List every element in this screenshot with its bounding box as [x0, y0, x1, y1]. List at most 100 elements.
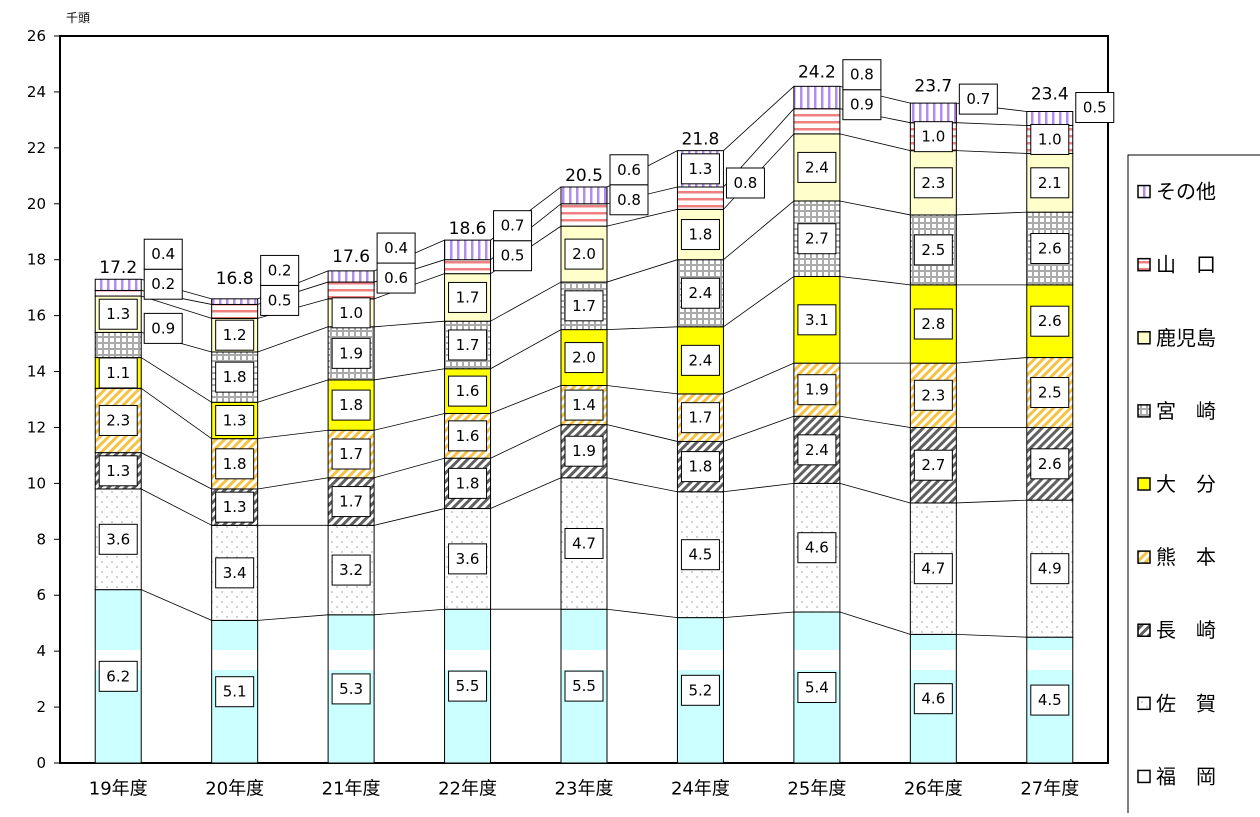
data-label: 0.5 [1083, 98, 1107, 116]
data-label: 3.6 [106, 530, 130, 548]
data-label: 2.6 [1038, 455, 1062, 473]
data-label: 1.0 [339, 304, 363, 322]
data-label-box [493, 210, 533, 242]
data-label: 1.8 [339, 396, 363, 414]
legend-label: 佐 賀 [1156, 691, 1216, 715]
series-connector-line [490, 424, 562, 459]
series-connector-line [606, 608, 678, 618]
series-connector-line [723, 482, 794, 493]
data-label-box [913, 449, 953, 481]
data-label: 1.3 [106, 305, 130, 323]
data-label-box [913, 167, 953, 199]
data-label-box [215, 491, 255, 523]
bar-segment [211, 303, 259, 319]
data-label-box [215, 557, 255, 589]
x-category-label: 21年度 [322, 779, 381, 800]
bar-segment [327, 270, 375, 283]
y-tick-label: 12 [27, 418, 46, 436]
series-connector-line [723, 200, 795, 260]
series-connector-line [839, 415, 911, 428]
data-label-box [331, 389, 371, 421]
data-label-box [331, 337, 371, 369]
data-label: 0.5 [501, 247, 525, 265]
series-connector-line [956, 499, 1027, 504]
bar-segment [211, 298, 259, 305]
series-connector-line [839, 482, 911, 504]
bar-segment [560, 186, 608, 205]
data-label: 5.2 [689, 681, 713, 699]
data-label: 1.7 [572, 297, 596, 315]
data-label-box [331, 554, 371, 586]
data-label-box [331, 438, 371, 470]
data-label: 5.4 [805, 679, 829, 697]
data-label: 1.8 [689, 458, 713, 476]
data-label: 6.2 [106, 667, 130, 685]
data-label: 3.6 [456, 550, 480, 568]
data-label-box [1030, 167, 1070, 199]
x-category-label: 22年度 [438, 779, 497, 800]
data-label: 5.1 [223, 683, 247, 701]
data-label: 5.5 [456, 677, 480, 695]
data-label: 2.0 [572, 349, 596, 367]
bar-segment [94, 278, 142, 291]
data-label: 1.3 [106, 462, 130, 480]
series-connector-line [490, 477, 562, 509]
data-label: 2.7 [921, 456, 945, 474]
data-label: 0.7 [501, 217, 525, 235]
data-label: 1.7 [689, 409, 713, 427]
data-label: 3.4 [223, 564, 247, 582]
data-label-box [797, 151, 837, 183]
data-label: 0.8 [617, 191, 641, 209]
x-category-label: 23年度 [555, 779, 614, 800]
data-label-box [448, 329, 488, 361]
series-connector-line [723, 415, 795, 442]
bar-segment [676, 186, 724, 210]
bar-total-label: 21.8 [682, 129, 720, 149]
bar-total-label: 20.5 [565, 166, 603, 186]
bar-total-label: 17.6 [332, 247, 370, 267]
series-connector-line [606, 424, 678, 442]
data-label-box [98, 298, 138, 330]
data-label-box [725, 167, 765, 199]
legend-label: 鹿児島 [1156, 326, 1216, 350]
series-connector-line [141, 589, 212, 621]
data-label: 4.6 [805, 539, 829, 557]
series-connector-line [257, 379, 329, 403]
y-tick-label: 16 [27, 307, 46, 325]
data-label-box [913, 553, 953, 585]
data-label-box [797, 374, 837, 406]
data-label-box [564, 342, 604, 374]
data-label: 1.8 [456, 474, 480, 492]
data-label-box [564, 435, 604, 467]
data-label: 1.0 [1038, 130, 1062, 148]
data-label-box [797, 434, 837, 466]
data-label-box [797, 532, 837, 564]
bar-total-label: 17.2 [99, 258, 137, 278]
data-label: 1.7 [456, 288, 480, 306]
bar-total-label: 24.2 [798, 62, 836, 82]
data-label: 0.5 [268, 291, 292, 309]
data-label-box [564, 290, 604, 322]
bar-segment [327, 281, 375, 300]
data-label: 0.9 [151, 319, 175, 337]
bar-segment [94, 331, 142, 359]
series-connector-line [839, 611, 911, 635]
bar-total-label: 23.4 [1031, 85, 1069, 105]
series-connector-line [956, 122, 1027, 126]
data-label: 1.3 [223, 498, 247, 516]
data-label-box [680, 277, 720, 309]
data-label: 2.4 [689, 284, 713, 302]
data-label: 0.8 [850, 66, 874, 84]
series-connector-line [141, 295, 212, 319]
data-label: 1.7 [339, 493, 363, 511]
data-label: 2.0 [572, 245, 596, 263]
data-label: 4.5 [689, 546, 713, 564]
data-label-box [680, 674, 720, 706]
legend-swatch [1137, 477, 1151, 491]
x-category-label: 24年度 [671, 779, 730, 800]
data-label: 0.8 [734, 174, 758, 192]
data-label-box [913, 234, 953, 266]
data-label-box [215, 676, 255, 708]
data-label-box [564, 389, 604, 421]
data-label: 1.1 [106, 364, 130, 382]
